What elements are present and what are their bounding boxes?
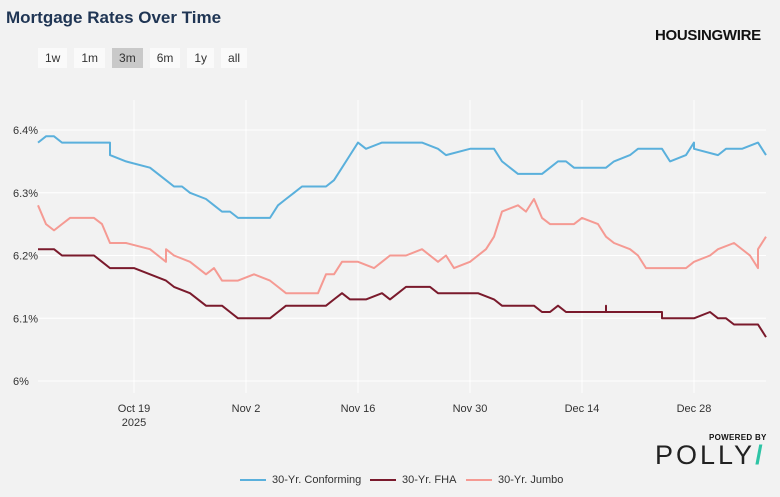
housingwire-logo: HOUSINGWIRE xyxy=(655,27,761,44)
x-tick-label: Nov 16 xyxy=(341,403,376,415)
y-tick-label: 6.1% xyxy=(13,313,38,325)
chart-title: Mortgage Rates Over Time xyxy=(6,8,222,27)
legend-label-fha: 30-Yr. FHA xyxy=(402,474,457,486)
x-tick-sublabel: 2025 xyxy=(122,417,146,429)
legend-swatch-jumbo xyxy=(466,479,492,481)
x-tick-label: Dec 14 xyxy=(565,403,600,415)
legend-label-jumbo: 30-Yr. Jumbo xyxy=(498,474,564,486)
legend-item-conforming[interactable]: 30-Yr. Conforming xyxy=(240,474,361,486)
legend-item-jumbo[interactable]: 30-Yr. Jumbo xyxy=(466,474,563,486)
legend-item-fha[interactable]: 30-Yr. FHA xyxy=(370,474,456,486)
range-button-1y[interactable]: 1y xyxy=(187,48,215,68)
line-chart: 6% 6.1% 6.2% 6.3% 6.4% Oct 19 2025 Nov 2 Nov 16 N… xyxy=(13,100,767,429)
legend-swatch-conforming xyxy=(240,479,266,481)
y-tick-label: 6% xyxy=(13,376,29,388)
range-button-3m[interactable]: 3m xyxy=(112,48,143,68)
y-tick-label: 6.4% xyxy=(13,125,38,137)
polly-logo: POLLY/ xyxy=(655,440,766,471)
x-tick-label: Dec 28 xyxy=(677,403,712,415)
series-line-jumbo xyxy=(37,198,767,295)
x-tick-label: Nov 30 xyxy=(453,403,488,415)
legend-swatch-fha xyxy=(370,479,396,481)
legend-label-conforming: 30-Yr. Conforming xyxy=(272,474,362,486)
y-tick-label: 6.2% xyxy=(13,251,38,263)
polly-slash-icon: / xyxy=(755,440,766,470)
chart-legend: 30-Yr. Conforming 30-Yr. FHA 30-Yr. Jumb… xyxy=(0,474,780,488)
range-button-1w[interactable]: 1w xyxy=(38,48,68,68)
series-line-fha xyxy=(38,248,767,338)
range-button-6m[interactable]: 6m xyxy=(149,48,181,68)
range-button-1m[interactable]: 1m xyxy=(74,48,106,68)
series-line-conforming xyxy=(37,135,767,219)
range-selector: 1w 1m 3m 6m 1y all xyxy=(38,48,248,68)
x-tick-label: Oct 19 xyxy=(118,403,150,415)
polly-logo-text: POLLY xyxy=(655,440,756,470)
x-tick-label: Nov 2 xyxy=(232,403,261,415)
powered-by-label: POWERED BY xyxy=(709,433,767,442)
y-tick-label: 6.3% xyxy=(13,188,38,200)
range-button-all[interactable]: all xyxy=(221,48,248,68)
